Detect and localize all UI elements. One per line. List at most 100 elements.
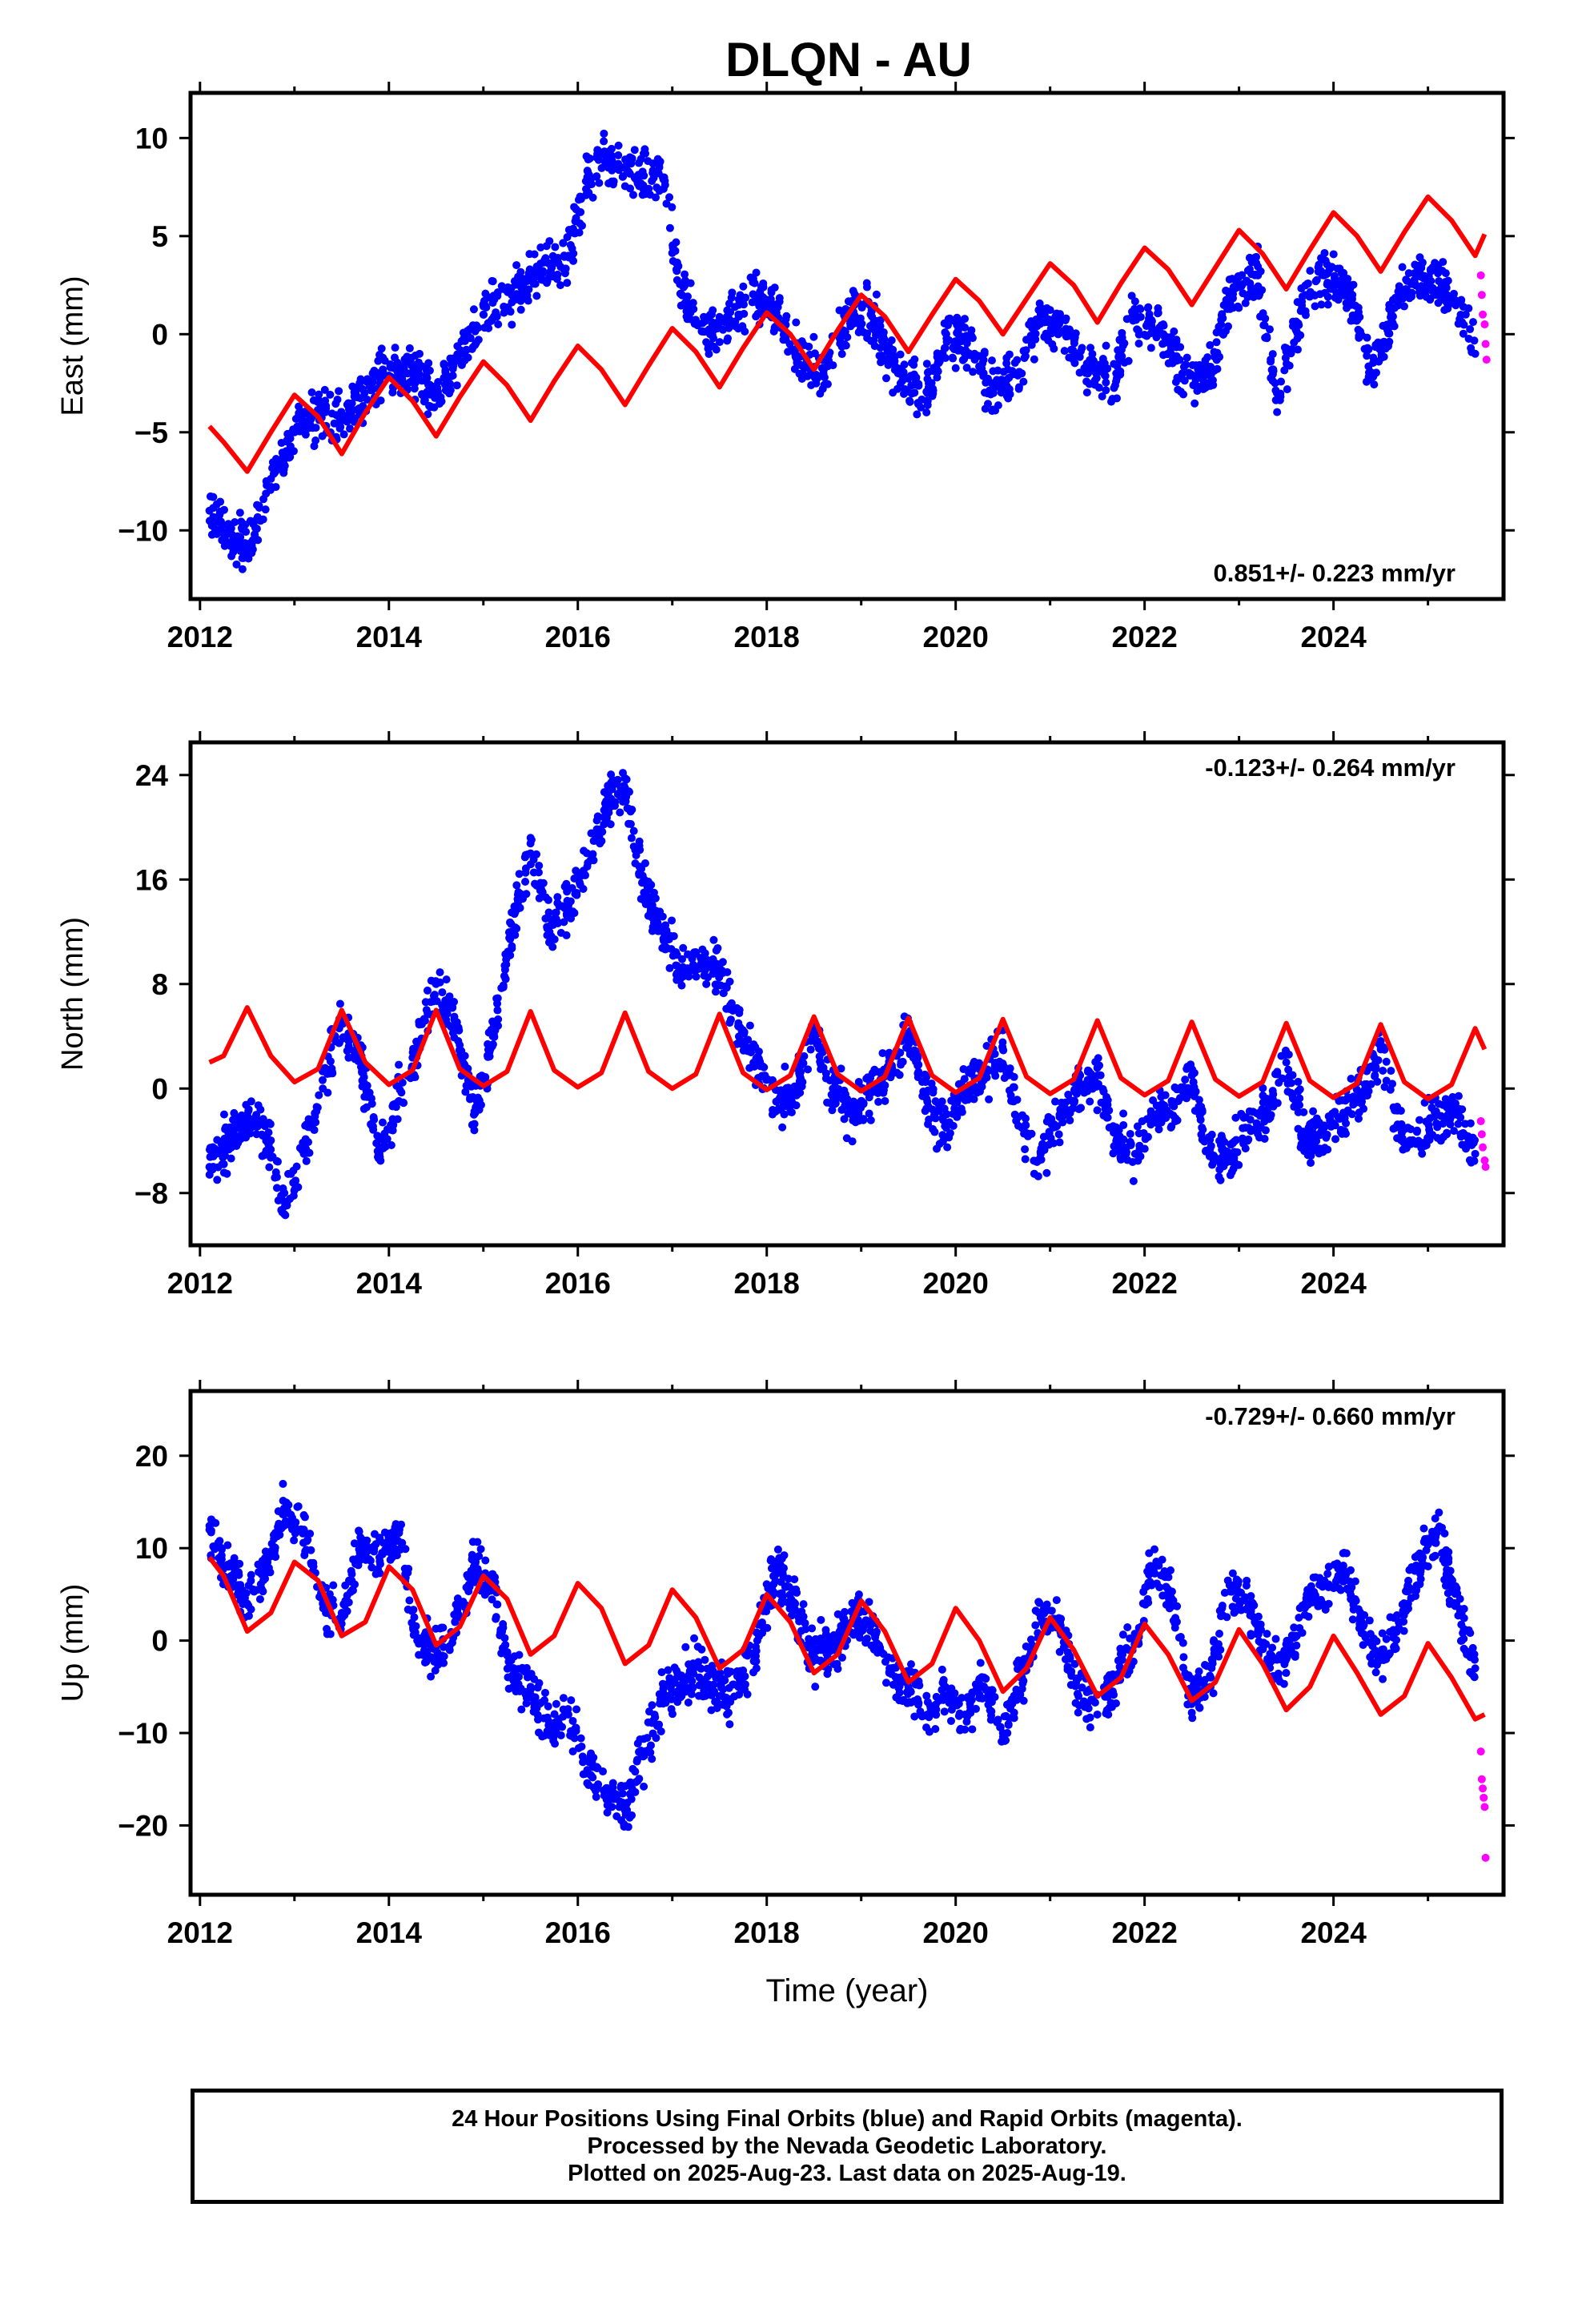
data-point <box>1255 1133 1264 1142</box>
data-point <box>640 145 649 154</box>
data-point <box>1294 1108 1303 1116</box>
rapid-point <box>1480 1156 1489 1164</box>
data-point <box>877 358 885 367</box>
data-point <box>872 290 881 299</box>
data-point <box>450 1012 459 1021</box>
data-point <box>1297 299 1306 308</box>
data-point <box>922 1095 931 1104</box>
data-point <box>935 1140 944 1148</box>
data-point <box>209 1143 218 1152</box>
data-point <box>945 336 954 344</box>
data-point <box>724 334 733 343</box>
data-point <box>1094 384 1103 392</box>
data-point <box>760 1063 769 1072</box>
data-point <box>853 319 862 328</box>
data-point <box>1146 344 1155 352</box>
data-point <box>799 1059 808 1068</box>
data-point <box>817 1059 825 1068</box>
data-point <box>598 827 607 836</box>
data-point <box>1136 305 1145 314</box>
data-point <box>373 1132 382 1140</box>
data-point <box>850 312 859 320</box>
data-point <box>418 391 427 400</box>
data-point <box>427 1653 436 1662</box>
data-point <box>782 1084 791 1092</box>
data-point <box>1103 1113 1112 1122</box>
data-point <box>1311 302 1319 311</box>
data-point <box>628 191 637 199</box>
data-point <box>476 1072 484 1081</box>
data-point <box>1050 344 1058 353</box>
data-point <box>812 379 821 388</box>
plot-area-east <box>205 129 1491 573</box>
y-tick-label: −8 <box>135 1177 168 1210</box>
data-point <box>497 983 506 992</box>
data-point <box>1097 1098 1106 1107</box>
data-point <box>1242 276 1251 285</box>
data-point <box>1022 1121 1030 1130</box>
data-point <box>1083 1068 1092 1076</box>
rapid-point <box>1476 1117 1485 1126</box>
data-point <box>1385 300 1394 309</box>
data-point <box>1333 1559 1342 1568</box>
data-point <box>331 400 340 408</box>
data-point <box>318 1067 327 1076</box>
data-point <box>725 1019 734 1027</box>
data-point <box>362 1103 371 1112</box>
data-point <box>206 492 215 501</box>
data-point <box>311 1112 319 1121</box>
data-point <box>329 1581 338 1590</box>
data-point <box>673 267 681 275</box>
data-point <box>1433 1133 1442 1142</box>
data-point <box>427 998 436 1007</box>
data-point <box>1470 1156 1479 1165</box>
data-point <box>709 969 717 978</box>
data-point <box>1442 294 1451 303</box>
data-point <box>1402 1144 1411 1152</box>
data-point <box>1126 1129 1134 1138</box>
data-point <box>473 1105 482 1114</box>
data-point <box>1363 333 1371 342</box>
data-point <box>283 436 291 444</box>
data-point <box>221 1123 230 1132</box>
data-point <box>595 179 604 187</box>
data-point <box>504 1657 513 1666</box>
data-point <box>211 529 220 537</box>
data-point <box>438 988 447 997</box>
data-point <box>998 388 1006 396</box>
data-point <box>348 382 357 391</box>
data-point <box>1118 1655 1126 1664</box>
data-point <box>818 384 827 393</box>
data-point <box>213 1176 222 1184</box>
data-point <box>1277 377 1286 386</box>
data-point <box>517 1705 526 1714</box>
data-point <box>1191 361 1200 370</box>
data-point <box>1449 289 1458 298</box>
data-point <box>1093 1710 1102 1719</box>
data-point <box>819 365 828 374</box>
data-point <box>1136 312 1145 321</box>
data-point <box>1021 1155 1030 1164</box>
data-point <box>1113 362 1122 371</box>
data-point <box>1337 287 1346 296</box>
data-point <box>327 1068 336 1076</box>
data-point <box>559 1712 568 1721</box>
data-point <box>231 1140 239 1148</box>
data-point <box>513 896 522 905</box>
data-point <box>1331 1135 1340 1144</box>
data-point <box>227 1154 235 1163</box>
data-point <box>231 542 240 551</box>
data-point <box>1036 1148 1045 1156</box>
data-point <box>1159 330 1168 339</box>
data-point <box>1066 1680 1075 1689</box>
x-tick-label: 2014 <box>356 621 423 653</box>
data-point <box>405 344 414 352</box>
data-point <box>864 1074 873 1083</box>
data-point <box>1417 1144 1426 1152</box>
data-point <box>558 1723 567 1731</box>
data-point <box>1175 1094 1184 1103</box>
data-point <box>1410 269 1419 278</box>
data-point <box>520 284 529 293</box>
data-point <box>1395 291 1404 300</box>
data-point <box>1086 1097 1094 1106</box>
